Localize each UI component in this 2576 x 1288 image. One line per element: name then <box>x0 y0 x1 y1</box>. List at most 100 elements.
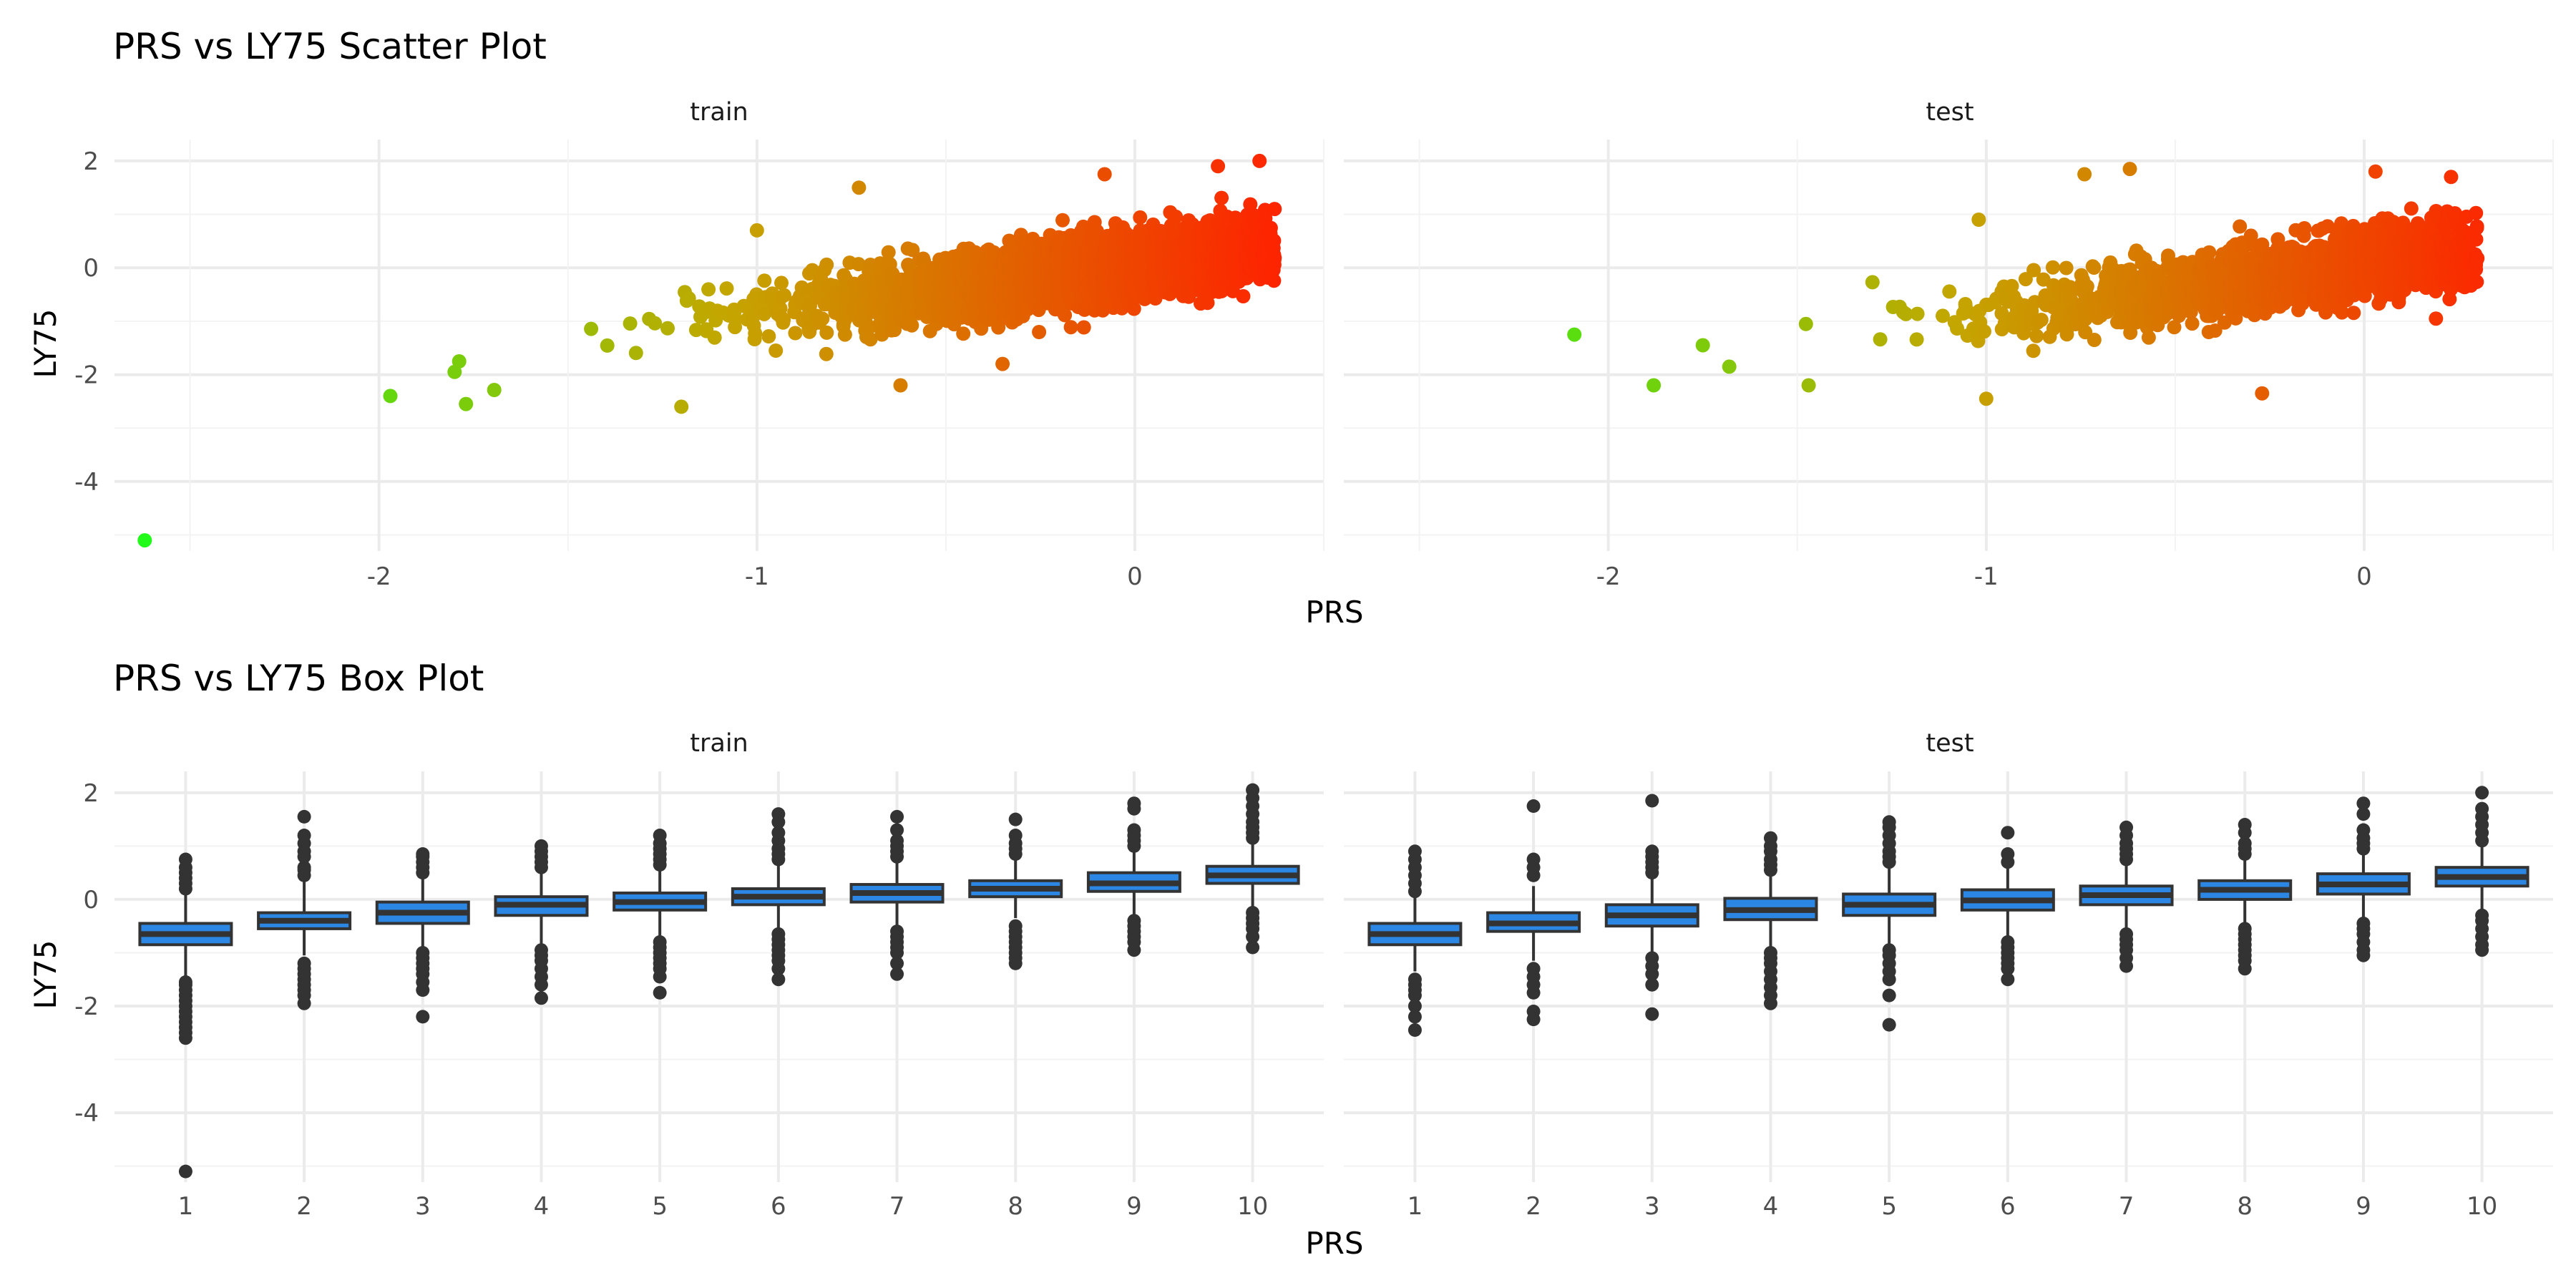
box-x-tick-label: 5 <box>652 1192 668 1221</box>
scatter-point <box>628 346 643 361</box>
scatter-points-train <box>137 153 1282 548</box>
box-outlier <box>534 839 548 853</box>
scatter-point <box>2444 170 2459 185</box>
scatter-point <box>819 325 834 340</box>
box-outlier <box>2119 959 2134 973</box>
box-outlier <box>2001 826 2015 840</box>
scatter-point <box>707 330 722 345</box>
box-outlier <box>1008 956 1023 970</box>
box-outlier <box>178 1031 192 1045</box>
scatter-point <box>852 180 867 195</box>
scatter-point <box>851 257 866 272</box>
box-y-tick-label: 2 <box>83 779 99 808</box>
scatter-point <box>2469 205 2484 220</box>
scatter-point <box>2026 343 2041 358</box>
scatter-point <box>674 399 689 414</box>
scatter-point <box>1646 378 1662 393</box>
scatter-point <box>1942 284 1957 299</box>
box-y-tick-label: 0 <box>83 886 99 914</box>
box-x-tick-label: 8 <box>1008 1192 1023 1221</box>
scatter-point <box>1236 289 1251 303</box>
scatter-point <box>584 321 599 336</box>
box-outlier <box>534 977 548 992</box>
scatter-point <box>749 223 764 238</box>
box-outlier <box>1882 1018 1896 1032</box>
scatter-point <box>1032 325 1047 339</box>
scatter-point <box>2469 274 2484 289</box>
box-x-tick-label: 2 <box>296 1192 312 1221</box>
box-outlier <box>1127 823 1141 837</box>
scatter-point <box>2087 260 2102 275</box>
scatter-point <box>1977 324 1991 339</box>
box-strip-test: test <box>1926 729 1974 758</box>
scatter-point <box>2233 219 2248 234</box>
box-outlier <box>1407 1010 1422 1024</box>
scatter-point <box>777 288 791 303</box>
scatter-point <box>1695 338 1710 353</box>
scatter-point <box>1798 316 1813 331</box>
scatter-strip-test: test <box>1926 98 1974 127</box>
scatter-point <box>815 311 830 326</box>
scatter-point <box>748 326 763 341</box>
box-outlier <box>771 807 786 821</box>
box-outlier <box>297 829 311 842</box>
scatter-point <box>1133 210 1148 225</box>
scatter-point <box>1055 213 1070 228</box>
scatter-point <box>774 275 789 291</box>
scatter-x-tick-label: -1 <box>745 562 769 591</box>
box-outlier <box>1127 796 1141 811</box>
scatter-point <box>887 323 902 338</box>
scatter-point <box>1873 332 1888 347</box>
scatter-point <box>1722 359 1737 374</box>
scatter-point <box>383 389 398 404</box>
box-outlier <box>2001 847 2015 861</box>
scatter-x-tick-label: -2 <box>367 562 391 591</box>
scatter-point <box>837 327 852 342</box>
scatter-point <box>137 533 152 548</box>
box-outlier <box>1645 977 1659 992</box>
box-outlier <box>890 823 904 837</box>
scatter-point <box>1267 202 1282 217</box>
box-outlier <box>653 970 667 984</box>
box-outlier <box>1526 799 1541 813</box>
scatter-point <box>757 273 772 288</box>
box-x-tick-label: 3 <box>415 1192 431 1221</box>
scatter-point <box>819 257 834 272</box>
box-outlier <box>1882 815 1896 829</box>
scatter-point <box>819 346 834 361</box>
scatter-point <box>701 282 716 297</box>
scatter-point <box>893 378 908 393</box>
scatter-point <box>1076 320 1091 335</box>
scatter-point <box>995 356 1010 371</box>
scatter-point <box>1801 378 1816 393</box>
scatter-x-axis-title: PRS <box>1305 595 1363 630</box>
scatter-point <box>1211 159 1226 174</box>
box-outlier <box>2238 962 2252 976</box>
scatter-point <box>776 313 791 327</box>
scatter-point <box>2034 313 2049 327</box>
box-outlier <box>178 1164 192 1179</box>
scatter-point <box>1567 327 1582 342</box>
scatter-point <box>1214 190 1229 205</box>
scatter-y-tick-label: 2 <box>83 147 99 176</box>
box-outlier <box>416 1010 430 1024</box>
scatter-point <box>863 332 878 347</box>
box-x-tick-label: 10 <box>1237 1192 1268 1221</box>
scatter-point <box>769 343 784 358</box>
scatter-point <box>761 329 776 343</box>
scatter-point <box>2469 219 2484 234</box>
scatter-point <box>1971 213 1986 227</box>
box-outlier <box>1526 1013 1541 1027</box>
box-outlier <box>2119 820 2134 834</box>
box-outlier <box>890 809 904 824</box>
scatter-point <box>881 245 896 260</box>
scatter-point <box>623 316 638 331</box>
box-outlier <box>2356 948 2371 962</box>
box-y-axis-title: LY75 <box>28 940 63 1010</box>
box-outlier <box>1763 831 1777 845</box>
scatter-point <box>660 321 675 336</box>
scatter-x-tick-label: 0 <box>2356 562 2372 591</box>
box-outlier <box>2475 943 2489 957</box>
box-outlier <box>1882 988 1896 1002</box>
